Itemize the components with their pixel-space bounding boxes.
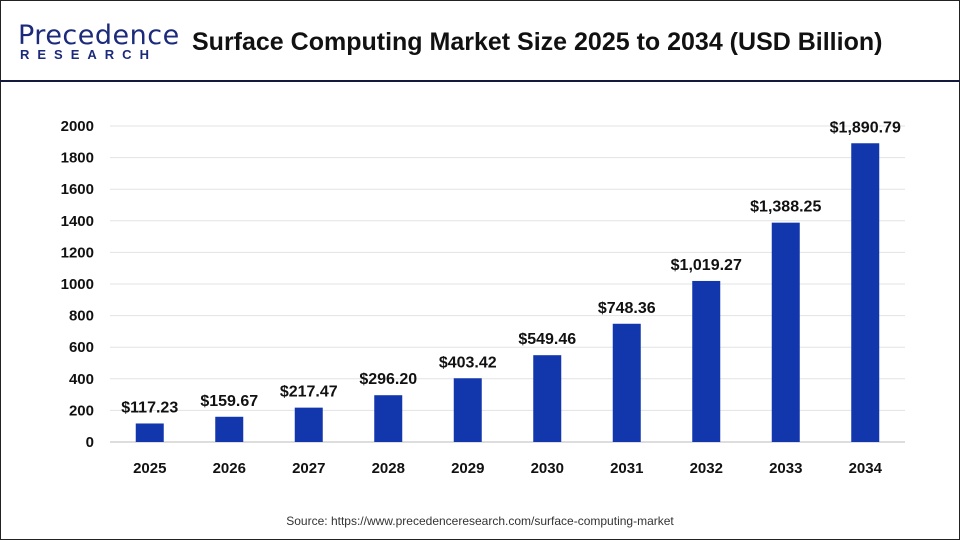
y-tick-label: 1000: [61, 276, 94, 293]
y-tick-label: 600: [69, 339, 94, 356]
y-tick-label: 200: [69, 402, 94, 419]
y-tick-label: 400: [69, 371, 94, 388]
bar-2034: [851, 143, 880, 442]
x-tick-label: 2029: [451, 460, 484, 477]
bar-2026: [215, 416, 244, 442]
logo-text: Precedence: [18, 20, 180, 51]
precedence-research-logo: Precedence RESEARCH: [18, 20, 179, 62]
source-note: Source: https://www.precedenceresearch.c…: [286, 514, 674, 528]
header-divider: [0, 80, 960, 82]
x-tick-label: 2025: [133, 460, 166, 477]
y-tick-label: 0: [86, 434, 94, 451]
x-tick-label: 2030: [531, 460, 564, 477]
y-tick-label: 800: [69, 308, 94, 325]
data-label: $1,388.25: [750, 199, 821, 216]
x-tick-label: 2031: [610, 460, 643, 477]
bar-2029: [453, 378, 482, 442]
bar-2027: [294, 407, 323, 442]
y-tick-label: 1200: [61, 244, 94, 261]
x-tick-label: 2032: [690, 460, 723, 477]
y-tick-label: 2000: [61, 118, 94, 135]
x-tick-label: 2033: [769, 460, 802, 477]
data-label: $748.36: [598, 300, 656, 317]
data-label: $117.23: [121, 399, 178, 416]
y-tick-label: 1400: [61, 213, 94, 230]
y-tick-label: 1600: [61, 181, 94, 198]
data-label: $296.20: [359, 371, 417, 388]
data-label: $1,019.27: [671, 257, 742, 274]
data-label: $403.42: [439, 354, 497, 371]
chart-title: Surface Computing Market Size 2025 to 20…: [192, 28, 883, 56]
data-label: $217.47: [280, 384, 338, 401]
bar-2033: [771, 222, 800, 442]
bar-2025: [135, 423, 164, 442]
bar-2028: [374, 395, 403, 442]
x-tick-label: 2026: [213, 460, 246, 477]
logo-subtext: RESEARCH: [20, 47, 157, 62]
data-label: $549.46: [518, 331, 576, 348]
bar-2032: [692, 280, 721, 442]
x-tick-label: 2027: [292, 460, 325, 477]
bar-2030: [533, 355, 562, 442]
bar-2031: [612, 323, 641, 442]
data-label: $1,890.79: [830, 119, 901, 136]
data-label: $159.67: [200, 393, 258, 410]
x-tick-label: 2028: [372, 460, 405, 477]
y-tick-label: 1800: [61, 150, 94, 167]
x-tick-label: 2034: [849, 460, 883, 477]
